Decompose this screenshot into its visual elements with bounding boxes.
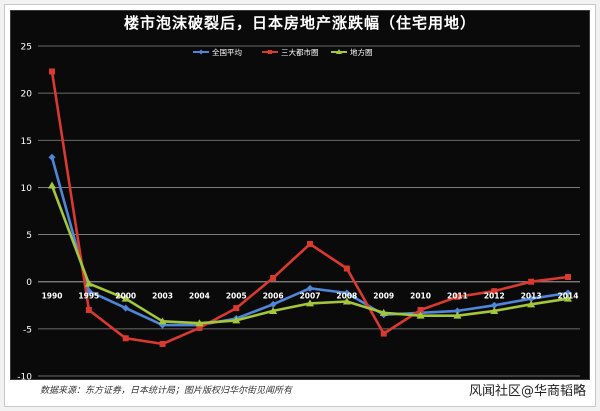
diamond-marker <box>306 284 314 292</box>
y-tick-label: 0 <box>26 278 32 288</box>
series-3 <box>48 181 572 327</box>
triangle-marker <box>527 300 536 308</box>
y-tick-label: -5 <box>23 325 32 335</box>
triangle-marker <box>306 299 314 307</box>
square-marker <box>417 307 424 313</box>
diamond-marker <box>453 307 461 315</box>
legend-label: 地方圈 <box>350 47 373 57</box>
x-tick-label: 2011 <box>447 292 468 301</box>
y-tick-label: 15 <box>21 137 32 147</box>
x-tick-label: 2013 <box>521 292 542 301</box>
x-tick-label: 2009 <box>373 292 394 301</box>
triangle-marker <box>121 294 130 302</box>
diamond-marker <box>122 304 130 312</box>
triangle-marker <box>158 317 167 325</box>
triangle-marker <box>195 319 204 327</box>
series-layer <box>48 68 572 347</box>
y-tick-label: 20 <box>21 90 33 100</box>
square-marker <box>454 293 461 300</box>
square-marker <box>307 241 313 247</box>
diamond-marker <box>48 153 56 161</box>
x-tick-label: 2010 <box>410 292 431 301</box>
series-2 <box>49 68 571 347</box>
diamond-marker <box>198 49 204 55</box>
x-tick-label: 2003 <box>152 292 173 301</box>
x-tick-label: 2005 <box>226 292 247 301</box>
triangle-marker <box>453 311 462 319</box>
diamond-marker <box>527 295 535 303</box>
square-marker <box>380 330 387 337</box>
diamond-marker <box>269 300 277 308</box>
legend-label: 全国平均 <box>212 47 242 57</box>
grid-layer <box>38 45 580 377</box>
chart-title: 楼市泡沫破裂后，日本房地产涨跌幅（住宅用地） <box>123 14 476 32</box>
legend: 全国平均 三大都市圈 地方圈 <box>193 47 373 57</box>
triangle-marker <box>336 49 342 54</box>
x-tick-label: 1995 <box>78 292 99 301</box>
legend-item: 全国平均 <box>193 47 242 57</box>
y-tick-labels: -10 -5 0 5 10 15 20 25 <box>17 43 32 383</box>
square-marker <box>565 274 571 280</box>
triangle-marker <box>232 316 241 324</box>
diamond-marker <box>343 289 351 297</box>
triangle-marker <box>342 297 351 305</box>
square-marker <box>270 274 277 281</box>
triangle-marker <box>490 306 499 314</box>
square-marker <box>196 324 203 331</box>
x-tick-label: 2008 <box>336 292 357 301</box>
x-tick-label: 2000 <box>115 292 136 301</box>
square-marker <box>49 68 55 75</box>
square-marker <box>343 265 350 272</box>
square-marker <box>122 335 129 342</box>
legend-item: 地方圈 <box>331 47 373 57</box>
diamond-marker <box>490 301 498 309</box>
triangle-marker <box>379 308 388 316</box>
y-tick-label: 5 <box>26 231 32 241</box>
x-tick-label: 2004 <box>189 292 210 301</box>
square-marker <box>528 278 535 285</box>
source-note: 数据来源：东方证券，日本统计局；图片版权归华尔街见闻所有 <box>40 386 293 396</box>
triangle-marker <box>564 294 572 302</box>
triangle-marker <box>416 311 425 319</box>
triangle-marker <box>48 181 56 189</box>
legend-item: 三大都市圈 <box>262 47 319 57</box>
y-tick-label: 25 <box>21 43 32 53</box>
square-marker <box>233 305 240 312</box>
y-tick-label: -10 <box>17 373 32 383</box>
x-tick-label: 1990 <box>42 292 63 301</box>
triangle-marker <box>269 306 278 314</box>
legend-label: 三大都市圈 <box>281 47 319 57</box>
square-marker <box>85 307 92 313</box>
x-tick-label: 2014 <box>558 292 579 301</box>
watermark: 风闻社区@华商韬略 <box>468 384 586 399</box>
x-tick-labels: 1990 1995 2000 2003 2004 2005 2006 2007 2008 2009… <box>42 292 579 301</box>
y-tick-label: 10 <box>21 184 33 194</box>
square-marker <box>268 50 272 54</box>
chart-panel <box>10 10 590 380</box>
x-tick-label: 2007 <box>300 292 321 301</box>
x-tick-label: 2006 <box>263 292 284 301</box>
diamond-marker <box>564 289 572 297</box>
triangle-marker <box>84 279 93 287</box>
square-marker <box>491 288 498 295</box>
square-marker <box>159 340 166 347</box>
x-tick-label: 2012 <box>484 292 505 301</box>
